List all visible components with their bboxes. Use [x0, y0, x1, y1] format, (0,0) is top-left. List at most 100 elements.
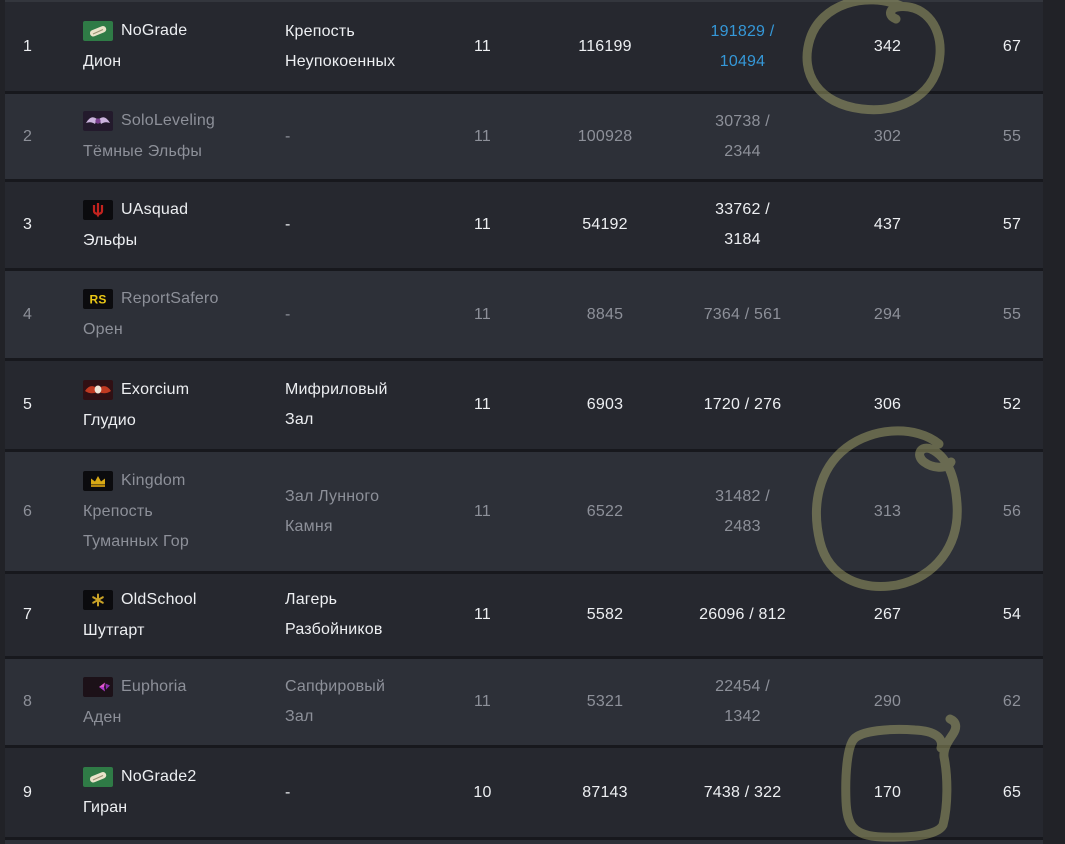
clan-cell: Euphoria Аден — [60, 672, 285, 733]
clan-town: Крепость Туманных Гор — [83, 503, 190, 550]
hall-name: - — [285, 127, 291, 145]
siege-cell: 1720 / 276 — [665, 390, 820, 420]
level-cell: 11 — [473, 606, 491, 623]
uasquad-trident-icon — [83, 199, 113, 220]
hall-name: Зал Лунного Камня — [285, 487, 380, 535]
clan-cell: Exorcium Глудио — [60, 375, 285, 436]
members-cell: 290 — [873, 693, 902, 710]
euphoria-butterfly-icon — [83, 676, 113, 697]
points-cell: 100928 — [577, 127, 633, 145]
clan-town: Эльфы — [83, 231, 138, 249]
hall-name: Лагерь Разбойников — [285, 591, 383, 638]
table-row[interactable]: 1 NoGrade Дион Крепость Неупокоенных 11 … — [5, 2, 1043, 94]
clan-name: NoGrade — [121, 22, 188, 39]
clan-cell: RS ReportSafero Орен — [60, 284, 285, 345]
svg-text:RS: RS — [89, 293, 106, 307]
clan-cell: Kingdom Крепость Туманных Гор — [60, 466, 285, 557]
rank-cell: 4 — [23, 305, 33, 323]
siege-value: 7364 / 561 — [703, 305, 782, 323]
rank-cell: 9 — [23, 783, 33, 801]
sololeveling-wings-icon — [83, 111, 113, 131]
level-cell: 11 — [473, 216, 491, 233]
avg-level-cell: 67 — [1002, 37, 1022, 55]
points-cell: 54192 — [582, 216, 628, 233]
siege-value: 22454 / 1342 — [715, 678, 770, 725]
avg-level-cell: 54 — [1002, 606, 1022, 623]
clan-name: ReportSafero — [121, 290, 219, 307]
members-cell: 267 — [873, 606, 902, 623]
members-cell: 342 — [873, 37, 902, 55]
clan-town: Гиран — [83, 799, 128, 816]
level-cell: 11 — [473, 127, 491, 145]
table-row[interactable]: 7 OldSchool Шутгарт Лагерь Разбойников 1… — [5, 574, 1043, 659]
next-row-partial — [5, 840, 1043, 844]
points-cell: 5582 — [586, 606, 624, 623]
points-cell: 5321 — [586, 693, 624, 710]
nograde-scroll-icon — [83, 21, 113, 41]
hall-cell: - — [285, 778, 420, 808]
points-cell: 8845 — [586, 305, 624, 323]
siege-value: 31482 / 2483 — [715, 487, 770, 535]
points-cell: 116199 — [578, 37, 632, 55]
hall-name: Мифриловый Зал — [285, 381, 388, 428]
table-row[interactable]: 2 SoloLeveling Тёмные Эльфы - 11 100928 … — [5, 94, 1043, 182]
siege-cell: 31482 / 2483 — [665, 482, 820, 542]
level-cell: 11 — [473, 305, 491, 323]
clan-name: OldSchool — [121, 590, 197, 608]
members-cell: 170 — [873, 783, 902, 801]
clan-cell: NoGrade2 Гиран — [60, 762, 285, 823]
level-cell: 11 — [473, 502, 491, 520]
table-row[interactable]: 9 NoGrade2 Гиран - 10 87143 7438 / 322 1… — [5, 748, 1043, 840]
table-row[interactable]: 3 UAsquad Эльфы - 11 54192 33762 / 3184 … — [5, 182, 1043, 271]
clan-name: Exorcium — [121, 380, 190, 398]
clan-cell: UAsquad Эльфы — [60, 195, 285, 256]
points-cell: 87143 — [582, 783, 628, 801]
siege-cell: 7364 / 561 — [665, 300, 820, 330]
rank-cell: 3 — [23, 216, 33, 233]
siege-value: 1720 / 276 — [703, 396, 782, 413]
table-top-divider — [5, 0, 1043, 2]
points-cell: 6522 — [586, 502, 624, 520]
clan-name: NoGrade2 — [121, 768, 197, 785]
clan-town: Тёмные Эльфы — [83, 143, 203, 160]
siege-cell: 33762 / 3184 — [665, 195, 820, 255]
clan-town: Глудио — [83, 411, 136, 429]
members-cell: 306 — [873, 396, 902, 413]
siege-cell: 26096 / 812 — [665, 600, 820, 630]
rank-cell: 8 — [23, 693, 33, 710]
level-cell: 10 — [473, 783, 492, 801]
hall-cell: Крепость Неупокоенных — [285, 17, 420, 77]
hall-cell: - — [285, 122, 420, 152]
clan-name: UAsquad — [121, 200, 189, 218]
reportsafero-rs-icon: RS — [83, 289, 113, 309]
siege-cell: 7438 / 322 — [665, 778, 820, 808]
clan-town: Аден — [83, 708, 122, 726]
table-row[interactable]: 6 Kingdom Крепость Туманных Гор Зал Лунн… — [5, 452, 1043, 574]
avg-level-cell: 55 — [1002, 127, 1022, 145]
siege-cell: 191829 / 10494 — [665, 17, 820, 77]
level-cell: 11 — [473, 37, 491, 55]
avg-level-cell: 52 — [1002, 396, 1022, 413]
level-cell: 11 — [473, 396, 491, 413]
siege-cell: 22454 / 1342 — [665, 672, 820, 732]
siege-value: 26096 / 812 — [699, 606, 786, 623]
clan-town: Шутгарт — [83, 621, 145, 639]
clan-name: Euphoria — [121, 677, 187, 695]
members-cell: 294 — [873, 305, 902, 323]
points-cell: 6903 — [586, 396, 624, 413]
table-row[interactable]: 5 Exorcium Глудио Мифриловый Зал 11 6903… — [5, 361, 1043, 452]
level-cell: 11 — [473, 693, 491, 710]
hall-cell: - — [285, 210, 420, 240]
table-row[interactable]: 4 RS ReportSafero Орен - 11 8845 7364 / … — [5, 271, 1043, 361]
hall-name: Сапфировый Зал — [285, 678, 386, 725]
siege-link[interactable]: 191829 / 10494 — [710, 22, 775, 70]
hall-cell: Зал Лунного Камня — [285, 482, 420, 542]
rank-cell: 7 — [23, 606, 33, 623]
avg-level-cell: 56 — [1002, 502, 1022, 520]
clan-town: Дион — [83, 53, 122, 70]
avg-level-cell: 55 — [1002, 305, 1022, 323]
oldschool-star-icon — [83, 589, 113, 610]
hall-name: - — [285, 305, 291, 323]
hall-name: Крепость Неупокоенных — [285, 22, 396, 70]
table-row[interactable]: 8 Euphoria Аден Сапфировый Зал 11 5321 2… — [5, 659, 1043, 748]
